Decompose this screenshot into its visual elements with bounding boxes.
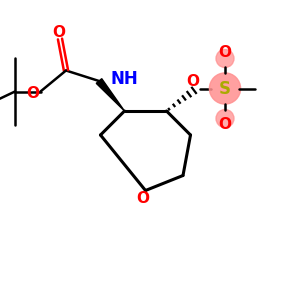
- Text: O: O: [52, 25, 65, 40]
- Text: NH: NH: [110, 70, 138, 88]
- Text: O: O: [218, 117, 232, 132]
- Text: O: O: [218, 45, 232, 60]
- Text: S: S: [219, 80, 231, 98]
- Circle shape: [216, 110, 234, 128]
- Text: O: O: [186, 74, 200, 89]
- Polygon shape: [96, 79, 124, 111]
- Text: O: O: [136, 191, 149, 206]
- Circle shape: [209, 73, 241, 104]
- Circle shape: [216, 50, 234, 68]
- Text: O: O: [26, 85, 40, 100]
